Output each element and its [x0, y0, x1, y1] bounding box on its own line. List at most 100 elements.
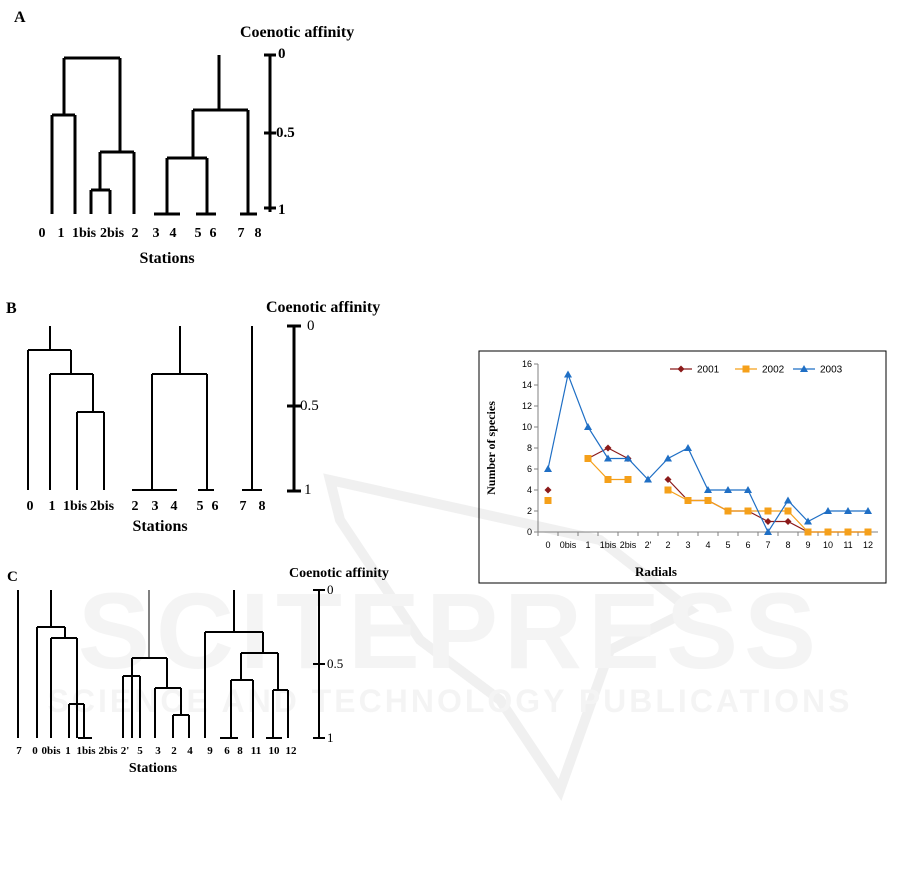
legend-marker-2002 [742, 365, 750, 373]
panel-a-station: 0 [39, 226, 46, 241]
legend-label-2002: 2002 [762, 365, 785, 376]
chart-point-2002 [804, 528, 812, 536]
panel-c-title: Coenotic affinity [289, 566, 389, 581]
chart-point-2001 [604, 444, 612, 452]
panel-b-station: 4 [171, 499, 178, 514]
panel-a-dendrogram [50, 55, 257, 216]
chart-point-2003 [724, 486, 732, 493]
panel-b-station: 8 [259, 499, 266, 514]
chart-point-2003 [744, 486, 752, 493]
chart-point-2002 [684, 497, 692, 504]
chart-point-2003 [684, 444, 692, 451]
panel-c-station: 0 [32, 745, 38, 757]
chart-y-tick-label: 16 [522, 359, 532, 369]
chart-x-tick-label: 4 [705, 540, 710, 550]
panel-c-station: 2 [171, 745, 177, 757]
chart-point-2002 [784, 507, 792, 515]
panel-c-letter: C [7, 569, 18, 585]
legend-marker-2003 [800, 365, 808, 372]
panel-c-tick-05: 0.5 [327, 656, 343, 671]
chart-legend: 2001 2002 2003 [670, 365, 843, 376]
legend-label-2003: 2003 [820, 365, 843, 376]
panel-b-station: 2 [132, 499, 139, 514]
chart-point-2002 [744, 507, 752, 515]
panel-a-tick-05: 0.5 [276, 125, 295, 141]
panel-c-station: 12 [286, 745, 298, 757]
panel-c-station: 9 [207, 745, 213, 757]
panel-c-station: 2bis [99, 745, 119, 757]
chart-xlabel: Radials [635, 564, 677, 579]
chart-y-tick-label: 12 [522, 401, 532, 411]
chart-point-2003 [644, 475, 652, 483]
panel-c-station: 1bis [77, 745, 97, 757]
chart-point-2002 [724, 507, 732, 515]
chart-x-tick-label: 1 [585, 540, 590, 550]
panel-a-station: 2 [132, 226, 139, 241]
chart-series-2003 [544, 370, 872, 535]
panel-c-axis [313, 589, 325, 739]
chart-series [544, 370, 872, 536]
chart-y-tick-label: 2 [527, 506, 532, 516]
chart-x-tick-label: 2' [645, 540, 652, 550]
chart-point-2001 [784, 518, 792, 525]
chart-x-tick-label: 2 [665, 540, 670, 550]
panel-b-title: Coenotic affinity [266, 299, 380, 316]
chart-x-tick-label: 9 [805, 540, 810, 550]
legend-label-2001: 2001 [697, 365, 720, 376]
chart-y-tick-label: 0 [527, 527, 532, 537]
panel-a-station: 7 [238, 226, 245, 241]
chart-y-tick-label: 4 [527, 485, 532, 495]
panel-b-station: 6 [212, 499, 219, 514]
panel-b-axis [287, 324, 301, 493]
panel-b-xlabel: Stations [132, 518, 187, 535]
panel-c-tick-1: 1 [327, 730, 334, 745]
chart-point-2002 [664, 486, 672, 494]
panel-c-dendrogram [17, 590, 289, 739]
chart-point-2003 [784, 496, 792, 504]
chart-point-2003 [704, 486, 712, 493]
chart-point-2001 [664, 476, 672, 483]
panel-c: C Coenotic affinity 0 0.5 1 [7, 566, 389, 776]
line-chart: 0 2 4 6 8 10 12 14 16 0 0bis 1 1bis 2bis 2' 2 3 4 5 6 7 8 9 10 1… [478, 350, 887, 584]
panel-c-tick-0: 0 [327, 582, 334, 597]
panel-b-station: 5 [197, 499, 204, 514]
chart-point-2002 [844, 528, 852, 536]
panel-a-tick-1: 1 [278, 202, 286, 218]
panel-a-station: 5 [195, 226, 202, 241]
chart-frame [478, 350, 887, 584]
chart-x-tick-label: 10 [823, 540, 833, 550]
panel-c-station: 5 [137, 745, 143, 757]
chart-point-2002 [544, 497, 552, 504]
panel-a-station: 1 [58, 226, 65, 241]
chart-point-2003 [824, 507, 832, 514]
panel-b: B Coenotic affinity 0 0.5 1 0 1 1bis 2bi… [6, 299, 380, 535]
panel-a-axis [264, 53, 276, 212]
chart-point-2003 [564, 370, 572, 378]
panel-a-station: 1bis [72, 226, 97, 241]
chart-x-tick-label: 7 [765, 540, 770, 550]
panel-c-station: 2' [121, 745, 130, 757]
chart-x-tick-label: 5 [725, 540, 730, 550]
panel-b-letter: B [6, 300, 17, 317]
panel-b-dendrogram [27, 326, 262, 491]
panel-b-station: 3 [152, 499, 159, 514]
chart-point-2003 [864, 507, 872, 514]
chart-point-2002 [604, 476, 612, 483]
chart-x-tick-label: 6 [745, 540, 750, 550]
chart-x-tick-label: 11 [843, 540, 852, 550]
chart-point-2003 [544, 465, 552, 472]
chart-point-2003 [604, 454, 612, 462]
panel-a-station: 6 [210, 226, 217, 241]
chart-x-tick-label: 8 [785, 540, 790, 550]
chart-point-2003 [664, 454, 672, 462]
chart-x-tick-label: 0 [545, 540, 550, 550]
panel-a: A Coenotic affinity 0 0.5 1 0 1 1bis 2bi… [14, 9, 354, 267]
chart-x-tick-label: 1bis [600, 540, 617, 550]
panel-a-station: 2bis [100, 226, 125, 241]
chart-point-2003 [804, 517, 812, 525]
chart-point-2002 [704, 497, 712, 504]
panel-c-station: 3 [155, 745, 161, 757]
chart-y-tick-label: 6 [527, 464, 532, 474]
chart-ylabel: Number of species [484, 401, 498, 495]
